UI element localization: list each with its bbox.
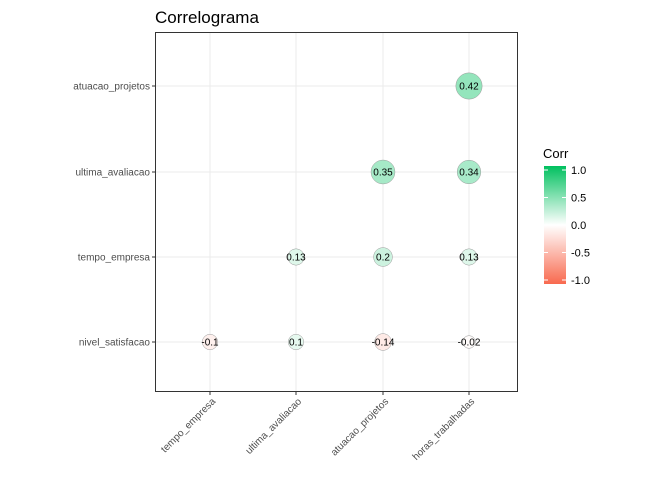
y-tick-label: nivel_satisfacao <box>79 338 151 349</box>
correlation-circle <box>456 159 482 185</box>
legend-title: Corr <box>543 146 569 161</box>
x-tick-label: atuacao_projetos <box>329 396 391 458</box>
x-tick-label: horas_trabalhadas <box>411 396 477 462</box>
x-tick-label: ultima_avaliacao <box>244 396 305 457</box>
correlation-label: 0.35 <box>373 168 393 179</box>
correlation-circle <box>288 334 304 350</box>
correlation-label: 0.34 <box>459 168 479 179</box>
y-tick-label: atuacao_projetos <box>73 82 150 93</box>
correlation-label: 0.2 <box>376 253 390 264</box>
legend-tick-label: 0.0 <box>571 220 586 232</box>
y-tick-label: tempo_empresa <box>78 253 151 264</box>
correlation-circle <box>455 72 483 100</box>
correlation-label: 0.42 <box>459 82 479 93</box>
legend-tick-label: -1.0 <box>571 275 590 287</box>
y-tick-label: ultima_avaliacao <box>76 168 151 179</box>
correlation-label: -0.14 <box>372 338 395 349</box>
correlation-circle <box>287 248 305 266</box>
panel-border <box>155 32 518 392</box>
plot-panel: atuacao_projetos ultima_avaliacao tempo_em… <box>73 32 518 463</box>
correlation-circle <box>202 334 218 350</box>
correlation-circle <box>373 247 393 267</box>
correlation-label: -0.1 <box>201 338 219 349</box>
correlation-label: 0.13 <box>459 253 479 264</box>
legend-tick-label: -0.5 <box>571 248 590 260</box>
correlation-label: -0.02 <box>458 338 481 349</box>
correlation-label: 0.1 <box>289 338 303 349</box>
correlation-label: 0.13 <box>286 253 306 264</box>
legend-tick-label: 0.5 <box>571 193 586 205</box>
correlation-circle <box>370 159 396 185</box>
correlation-circle <box>460 248 478 266</box>
legend-tick-label: 1.0 <box>571 165 586 177</box>
x-tick-label: tempo_empresa <box>159 396 218 455</box>
chart-title: Correlograma <box>155 8 259 27</box>
correlation-circle <box>374 333 392 351</box>
legend-colorbar <box>544 166 566 284</box>
correlation-circle <box>462 335 476 349</box>
